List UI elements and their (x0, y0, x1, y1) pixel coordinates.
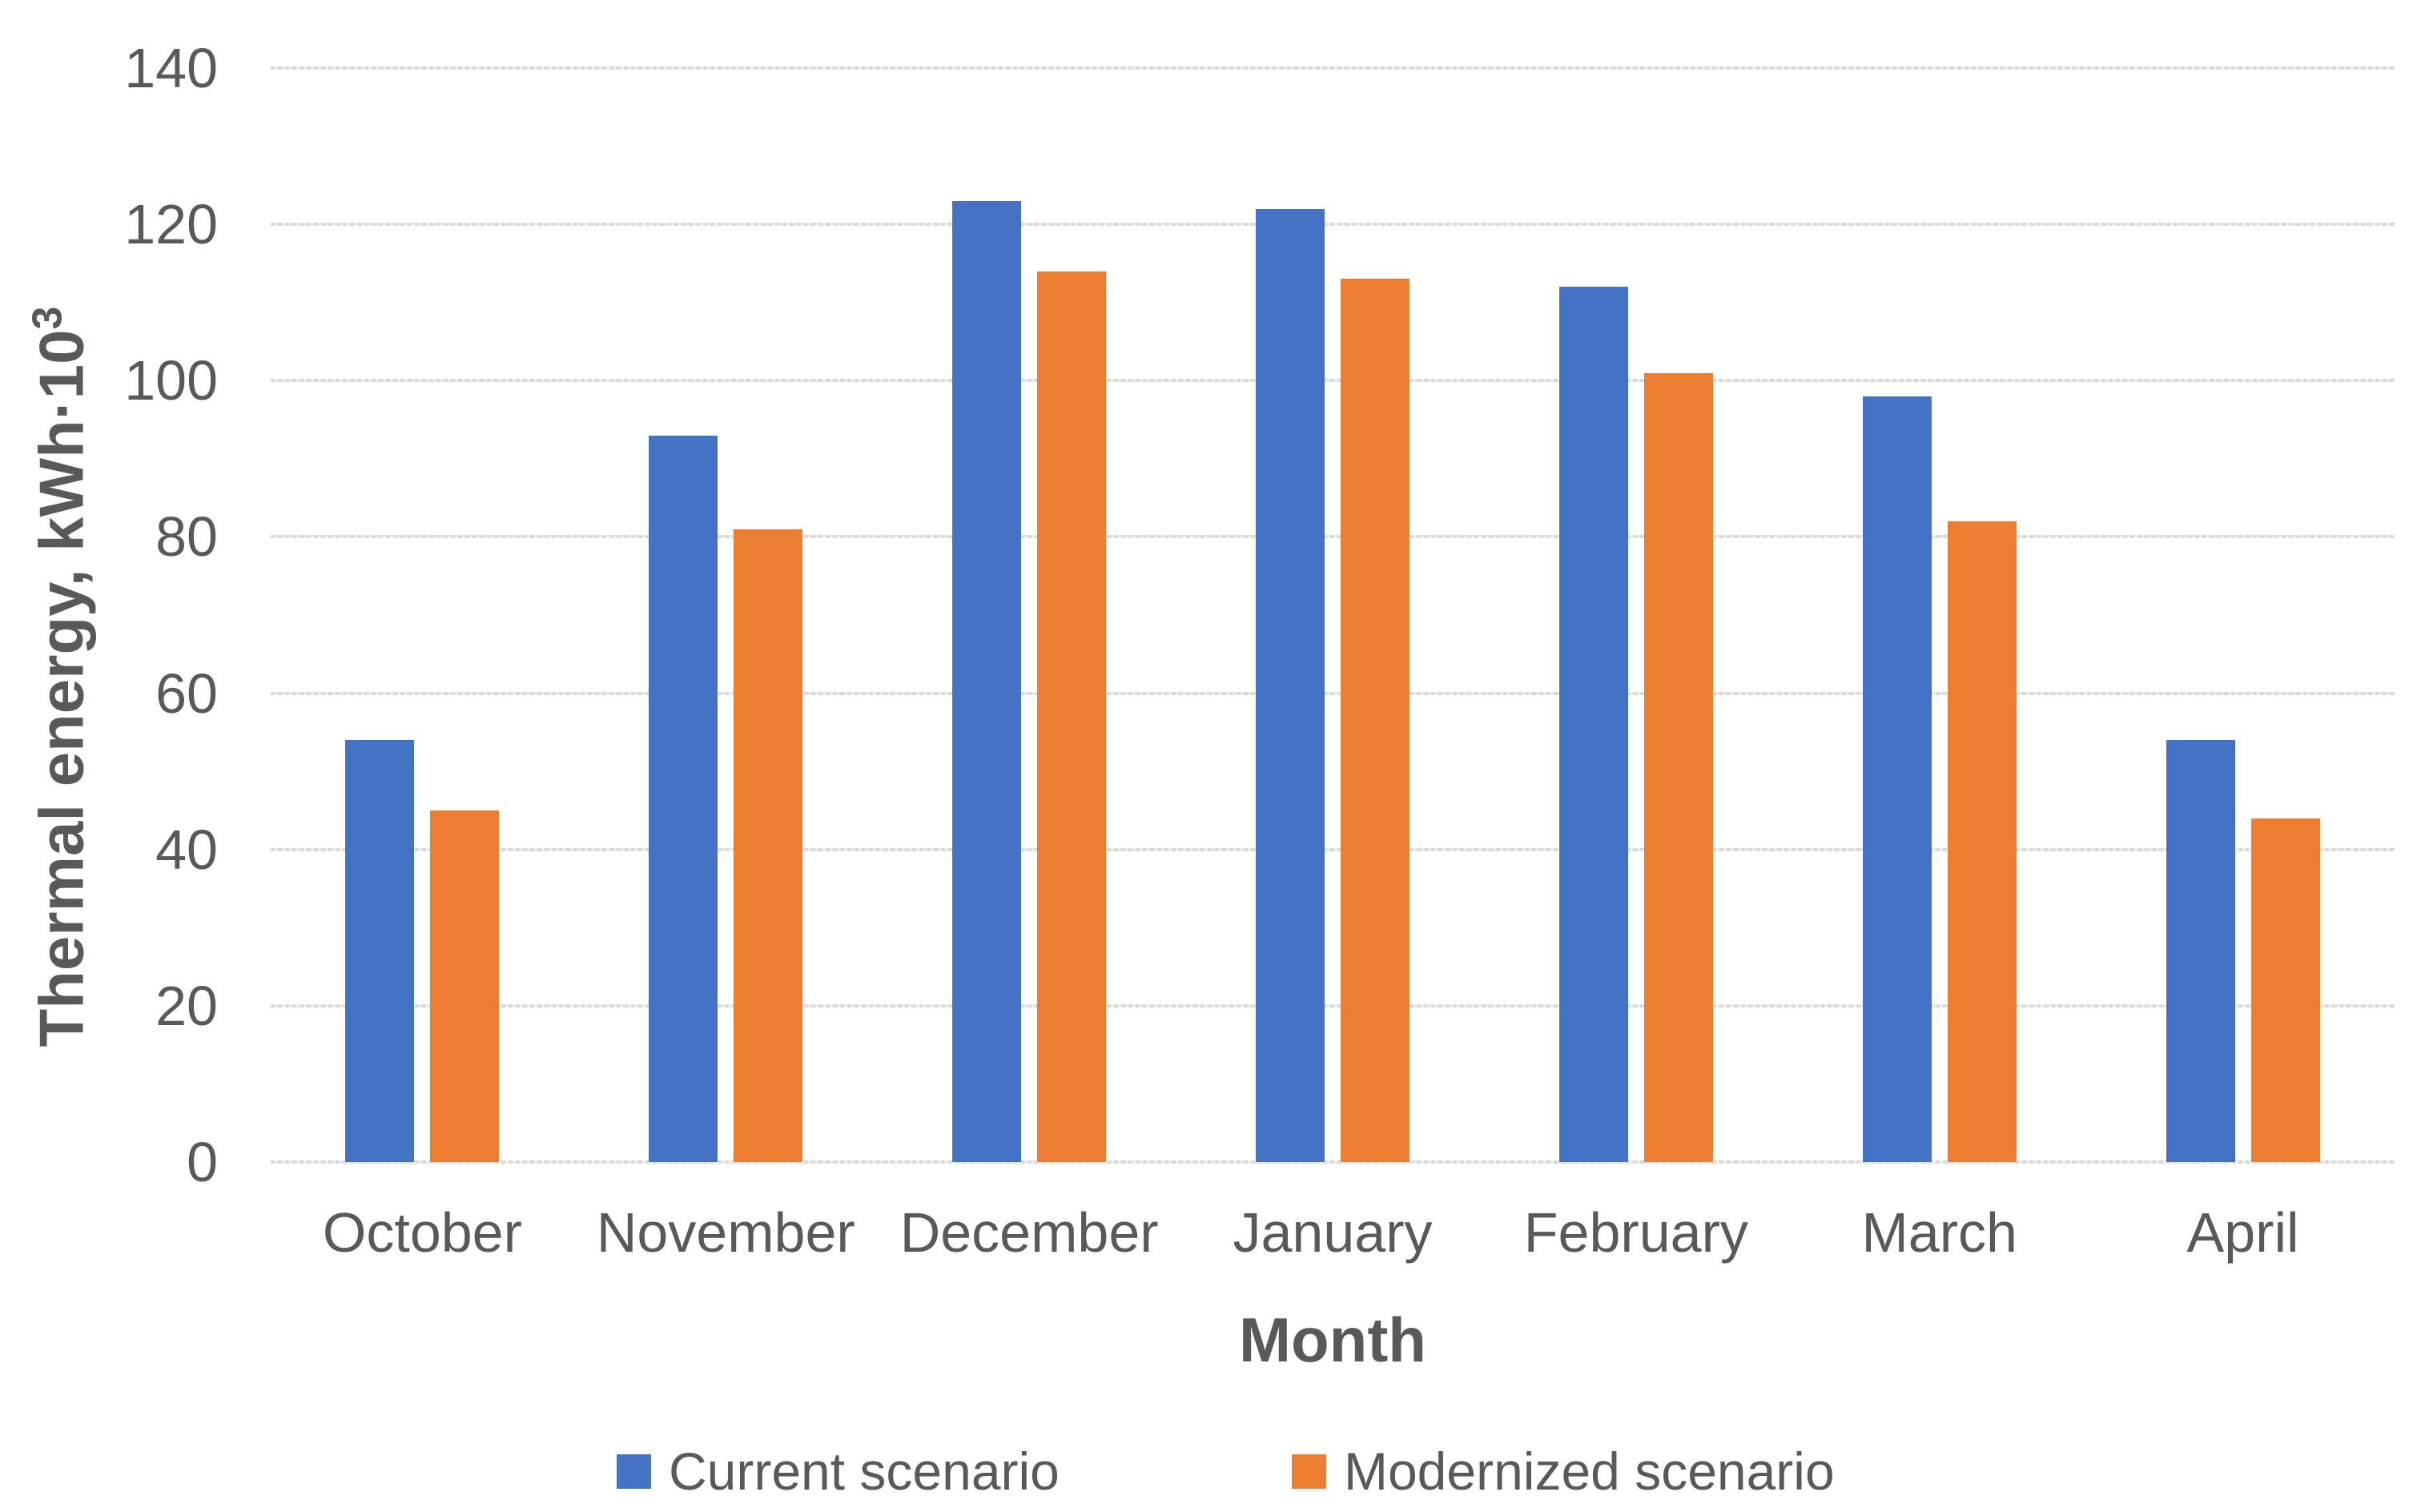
bar-current-scenario-december (952, 201, 1021, 1162)
bar-current-scenario-april (2166, 740, 2235, 1162)
legend-item-modernized-scenario: Modernized scenario (1292, 1442, 1835, 1501)
gridline-80 (271, 535, 2395, 539)
y-tick-label-60: 60 (155, 662, 218, 725)
y-tick-label-0: 0 (187, 1131, 218, 1193)
gridline-40 (271, 847, 2395, 851)
bar-modernized-scenario-april (2251, 818, 2320, 1162)
bar-modernized-scenario-january (1341, 279, 1410, 1162)
gridline-20 (271, 1003, 2395, 1007)
bar-current-scenario-january (1256, 209, 1325, 1162)
x-tick-label-march: March (1861, 1201, 2017, 1264)
gridline-60 (271, 691, 2395, 695)
bar-current-scenario-november (649, 436, 718, 1162)
bar-modernized-scenario-october (430, 810, 499, 1162)
gridline-0 (271, 1160, 2395, 1164)
x-tick-label-april: April (2186, 1201, 2299, 1264)
bar-modernized-scenario-december (1037, 271, 1106, 1162)
y-axis-title-exponent: 3 (24, 306, 71, 330)
y-tick-label-80: 80 (155, 505, 218, 569)
bar-modernized-scenario-february (1644, 373, 1713, 1162)
legend-item-current-scenario: Current scenario (617, 1442, 1060, 1501)
legend-swatch-current-scenario (617, 1454, 651, 1489)
bar-modernized-scenario-march (1948, 521, 2017, 1162)
gridline-120 (271, 223, 2395, 227)
x-tick-label-november: November (596, 1201, 855, 1264)
x-axis-title: Month (1239, 1305, 1426, 1375)
bar-current-scenario-october (345, 740, 414, 1162)
y-tick-label-100: 100 (124, 349, 218, 412)
bar-current-scenario-march (1863, 396, 1932, 1162)
y-tick-label-120: 120 (124, 193, 218, 256)
x-tick-label-february: February (1523, 1201, 1748, 1264)
bar-modernized-scenario-november (734, 529, 802, 1162)
y-tick-label-20: 20 (155, 974, 218, 1037)
x-tick-label-january: January (1233, 1201, 1433, 1264)
y-tick-label-140: 140 (124, 37, 218, 99)
bar-current-scenario-february (1559, 287, 1628, 1162)
x-tick-label-december: December (899, 1201, 1159, 1264)
x-tick-label-october: October (322, 1201, 522, 1264)
gridline-100 (271, 379, 2395, 383)
legend-label-modernized-scenario: Modernized scenario (1344, 1442, 1835, 1501)
legend: Current scenario Modernized scenario (0, 1442, 2425, 1501)
gridline-140 (271, 66, 2395, 70)
legend-swatch-modernized-scenario (1292, 1454, 1326, 1489)
y-tick-label-40: 40 (155, 818, 218, 881)
legend-label-current-scenario: Current scenario (669, 1442, 1060, 1501)
plot-area (271, 66, 2395, 1164)
